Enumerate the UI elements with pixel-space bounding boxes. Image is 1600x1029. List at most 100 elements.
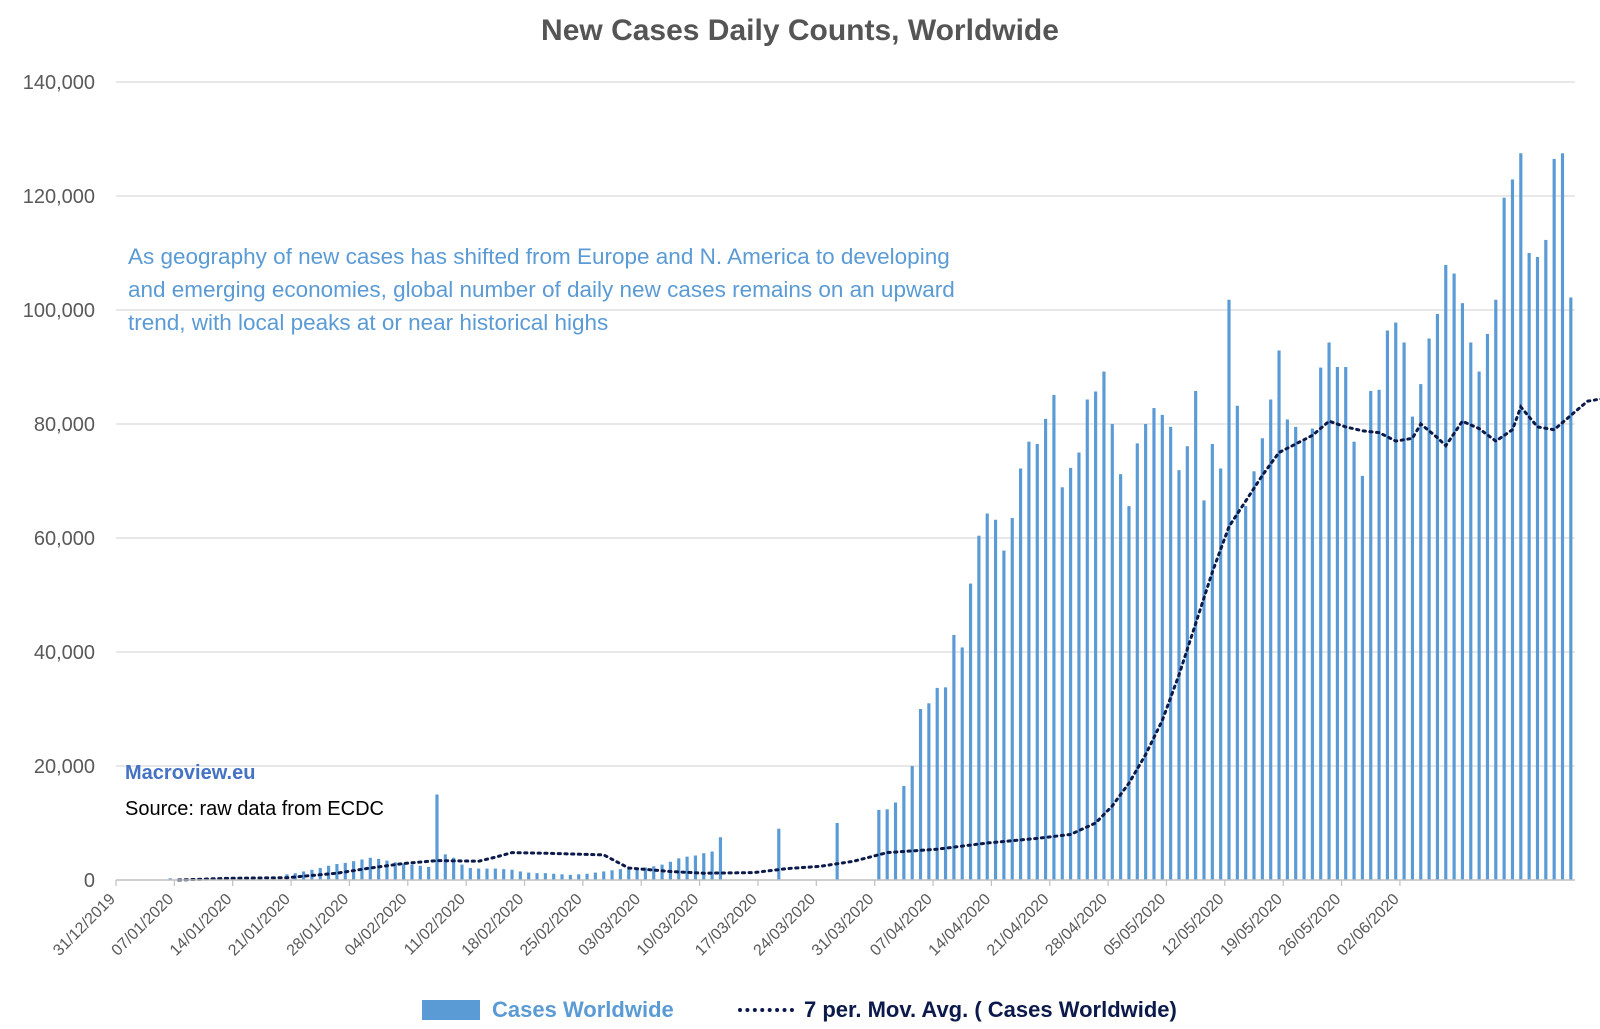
bar <box>1210 443 1214 880</box>
bar <box>393 862 397 880</box>
bar <box>1569 297 1573 881</box>
bar <box>1227 299 1231 880</box>
bar <box>893 802 898 880</box>
x-tick-label: 28/04/2020 <box>1042 891 1111 960</box>
bar <box>1385 330 1389 880</box>
bar <box>977 535 981 880</box>
bar <box>1085 399 1089 880</box>
bar <box>1219 468 1223 880</box>
x-tick-label: 21/04/2020 <box>984 891 1053 960</box>
bar <box>1544 239 1548 880</box>
bar <box>1494 299 1498 880</box>
bar <box>627 868 631 880</box>
chart-title: New Cases Daily Counts, Worldwide <box>541 14 1059 47</box>
bar <box>335 864 339 880</box>
bar <box>1060 487 1064 880</box>
bar <box>1160 414 1164 880</box>
y-tick-label: 40,000 <box>34 642 95 664</box>
y-tick-label: 0 <box>84 870 95 892</box>
bar <box>385 860 389 880</box>
bar <box>968 583 973 880</box>
bar <box>1444 264 1448 881</box>
x-tick-label: 04/02/2020 <box>342 891 411 960</box>
bar <box>460 864 464 880</box>
bar <box>1035 443 1039 880</box>
x-tick-label: 26/05/2020 <box>1276 891 1345 960</box>
y-tick-label: 20,000 <box>34 756 95 778</box>
bar <box>1285 419 1289 880</box>
bar <box>1452 273 1456 880</box>
x-tick-label: 24/03/2020 <box>751 891 820 960</box>
x-tick-label: 31/03/2020 <box>809 891 878 960</box>
bar <box>1069 467 1073 880</box>
bar <box>1310 428 1314 880</box>
bar <box>1194 390 1198 880</box>
bar <box>952 634 956 880</box>
bar <box>1144 424 1148 880</box>
bar <box>1269 399 1273 880</box>
x-tick-label: 14/04/2020 <box>926 891 995 960</box>
bar <box>685 856 689 880</box>
bar <box>1352 441 1356 880</box>
bar <box>535 873 539 880</box>
bar <box>602 871 606 880</box>
bar <box>1077 452 1081 880</box>
bar <box>677 858 681 880</box>
bar <box>610 870 614 880</box>
bar <box>443 854 447 880</box>
bar <box>1202 500 1206 880</box>
x-tick-label: 21/01/2020 <box>225 891 294 960</box>
bar <box>1294 426 1298 880</box>
bar <box>1094 391 1098 880</box>
bar <box>1502 197 1506 880</box>
x-tick-label: 10/03/2020 <box>634 891 703 960</box>
bar <box>935 687 939 880</box>
bar <box>960 647 964 880</box>
bar <box>1302 441 1306 880</box>
bar <box>402 863 406 880</box>
y-tick-label: 80,000 <box>34 414 95 436</box>
bar <box>302 871 306 880</box>
chart-annotation: As geography of new cases has shifted fr… <box>128 244 955 335</box>
bar <box>902 785 906 880</box>
bar <box>1552 158 1556 880</box>
bar <box>702 853 706 880</box>
x-tick-label: 12/05/2020 <box>1159 891 1228 960</box>
bar <box>1119 474 1123 880</box>
bar <box>1010 518 1014 880</box>
bar <box>918 709 923 880</box>
bar <box>552 873 556 880</box>
bar <box>652 866 656 880</box>
bar <box>485 868 489 880</box>
bar <box>1335 367 1339 880</box>
bar <box>635 868 639 880</box>
bar <box>1377 389 1381 880</box>
bar <box>777 828 781 880</box>
bar <box>368 857 372 880</box>
bar <box>1460 303 1465 880</box>
bar <box>927 703 931 880</box>
bar <box>593 872 597 880</box>
y-tick-label: 120,000 <box>23 186 95 208</box>
x-tick-label: 18/02/2020 <box>459 891 528 960</box>
bar <box>1044 418 1048 880</box>
bar <box>943 687 948 880</box>
bar <box>1152 408 1156 880</box>
x-axis-tick-labels: 31/12/201907/01/202014/01/202021/01/2020… <box>50 891 1403 960</box>
bar <box>1360 475 1364 880</box>
y-tick-label: 60,000 <box>34 528 95 550</box>
x-tick-label: 31/12/2019 <box>50 891 119 960</box>
bar <box>618 869 622 880</box>
legend-line-swatch <box>738 1008 794 1012</box>
bar <box>1394 322 1398 880</box>
bar <box>1435 313 1440 880</box>
bar <box>1410 416 1415 880</box>
x-tick-label: 28/01/2020 <box>284 891 353 960</box>
bar <box>1260 438 1264 880</box>
bar <box>1277 350 1281 881</box>
bar <box>835 823 839 880</box>
bar <box>468 868 472 880</box>
bar <box>577 874 581 880</box>
x-tick-label: 05/05/2020 <box>1101 891 1170 960</box>
bar <box>985 513 989 880</box>
